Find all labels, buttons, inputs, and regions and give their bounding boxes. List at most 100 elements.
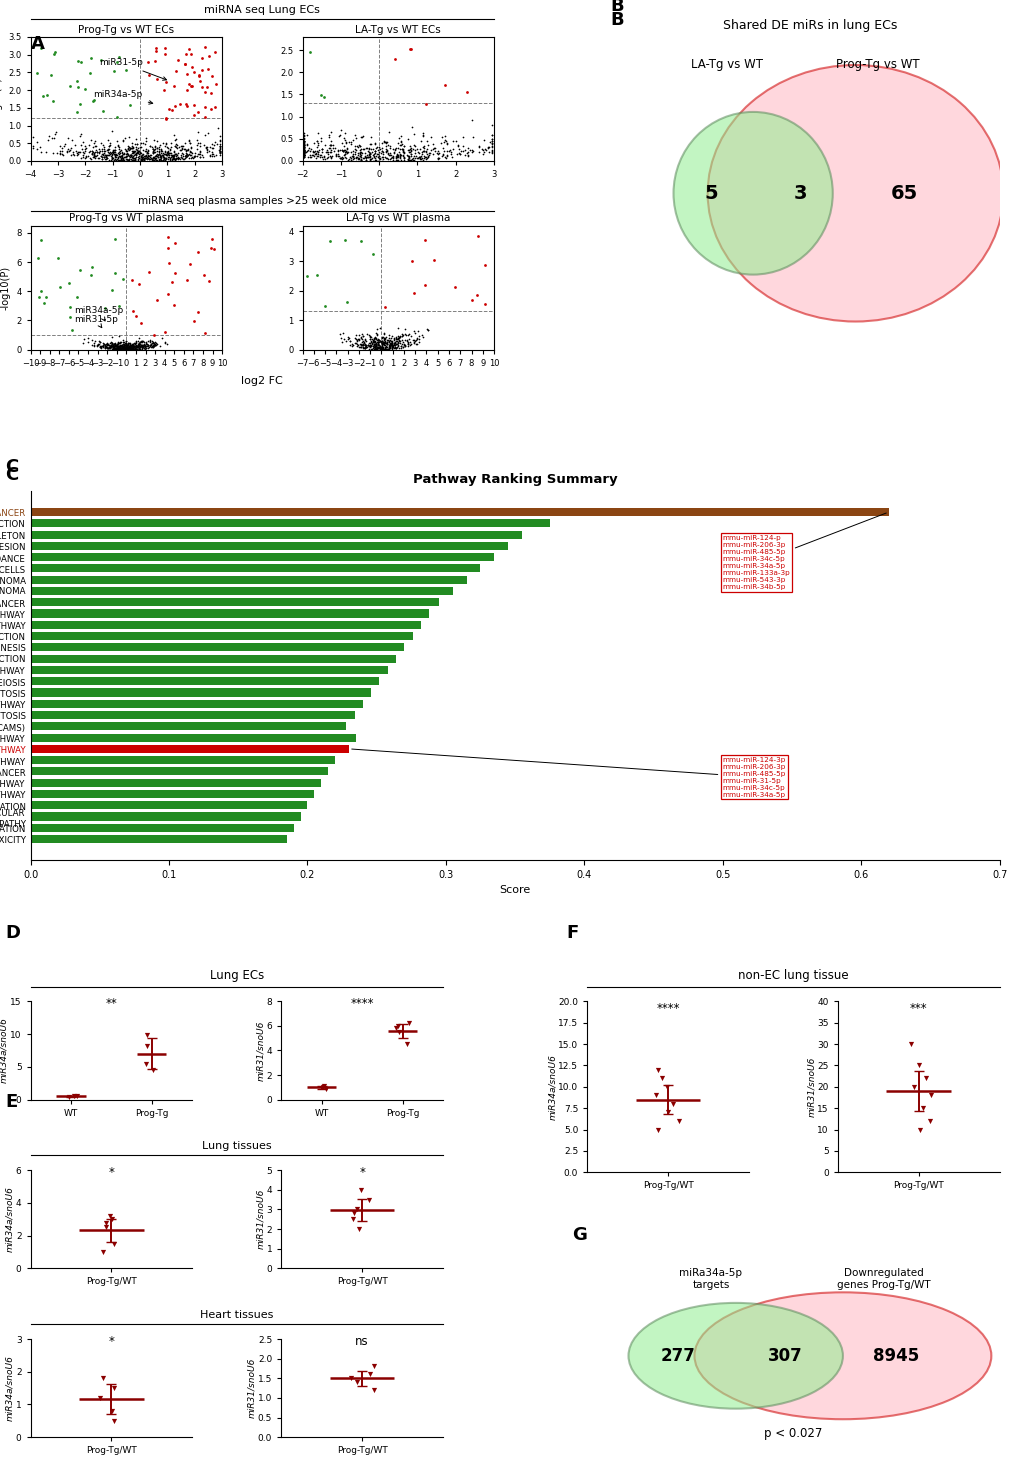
Point (182, 146, 199, 170)
Point (179, 143, 196, 167)
Point (137, 133, 153, 156)
Point (310, 143, 326, 167)
Bar (31, 666, 387, 674)
Point (418, 139, 434, 162)
Y-axis label: miR34a/snoU6: miR34a/snoU6 (5, 1187, 14, 1253)
Point (319, 140, 335, 164)
Point (212, 140, 228, 164)
Point (399, 144, 416, 168)
Point (186, 308, 203, 332)
Point (105, 335, 121, 358)
Point (85, 146, 101, 170)
Point (121, 332, 138, 355)
Point (111, 44, 127, 68)
Point (161, 143, 177, 167)
Point (166, 147, 182, 171)
Point (145, 1058, 161, 1082)
Point (312, 143, 328, 167)
Point (110, 335, 126, 358)
Point (194, 143, 210, 167)
Point (396, 317, 413, 340)
Point (139, 333, 155, 357)
Point (317, 140, 333, 164)
Point (177, 143, 194, 167)
Point (363, 133, 379, 156)
Point (415, 121, 431, 144)
Point (130, 327, 147, 351)
Point (59, 137, 75, 161)
Point (338, 329, 355, 352)
Point (352, 140, 368, 164)
Point (366, 332, 382, 355)
Point (108, 146, 124, 170)
Point (184, 146, 201, 170)
Point (310, 121, 326, 144)
Point (368, 336, 384, 360)
Point (379, 338, 395, 361)
Point (177, 144, 194, 168)
Point (207, 96, 223, 119)
Point (118, 149, 135, 172)
Point (383, 336, 399, 360)
Y-axis label: miR34a/snoU6: miR34a/snoU6 (5, 1355, 14, 1421)
Point (300, 139, 316, 162)
Point (338, 146, 355, 170)
Y-axis label: miR34a/snoU6: miR34a/snoU6 (547, 1054, 556, 1120)
Point (419, 134, 435, 158)
Point (131, 333, 148, 357)
Point (106, 336, 122, 360)
Point (110, 336, 126, 360)
Point (366, 139, 382, 162)
Point (72, 122, 89, 146)
Point (148, 333, 164, 357)
Point (370, 332, 386, 355)
Point (342, 149, 359, 172)
Point (388, 329, 405, 352)
Point (314, 140, 330, 164)
Point (144, 149, 160, 172)
Point (360, 140, 376, 164)
Point (125, 143, 142, 167)
Point (136, 333, 152, 357)
Point (296, 139, 312, 162)
Point (124, 147, 141, 171)
Point (386, 330, 403, 354)
Point (138, 128, 154, 152)
Point (149, 287, 165, 311)
Point (121, 335, 138, 358)
Point (126, 333, 143, 357)
Point (109, 336, 125, 360)
Point (105, 139, 121, 162)
Point (107, 143, 123, 167)
Point (126, 336, 143, 360)
Point (398, 329, 415, 352)
Point (301, 40, 317, 63)
Point (124, 149, 141, 172)
Point (374, 142, 390, 165)
Point (165, 74, 181, 97)
Point (329, 144, 345, 168)
Point (128, 336, 145, 360)
Point (130, 332, 147, 355)
Point (434, 143, 450, 167)
Point (182, 74, 199, 97)
Point (102, 142, 118, 165)
Point (83, 262, 99, 286)
Bar (31, 576, 467, 584)
Point (49, 142, 65, 165)
Point (367, 131, 383, 155)
Point (331, 146, 347, 170)
Point (70, 142, 87, 165)
Point (127, 338, 144, 361)
Point (124, 146, 141, 170)
Point (124, 136, 141, 159)
Point (212, 134, 228, 158)
Point (136, 332, 152, 355)
Point (117, 142, 133, 165)
Point (111, 336, 127, 360)
Point (369, 333, 385, 357)
Point (98, 146, 114, 170)
Point (371, 140, 387, 164)
Point (165, 146, 181, 170)
Point (113, 142, 129, 165)
